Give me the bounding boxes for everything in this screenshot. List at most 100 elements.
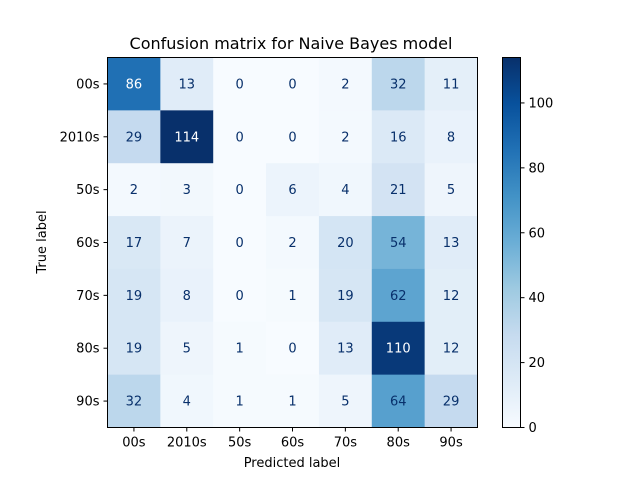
cell-value-label: 1 (236, 342, 244, 357)
x-tick-label: 70s (334, 436, 358, 451)
heatmap-cell (266, 57, 320, 111)
heatmap-cell (424, 374, 478, 428)
heatmap-cell (266, 374, 320, 428)
cell-value-label: 17 (126, 236, 143, 251)
colorbar (502, 57, 521, 428)
cell-value-label: 0 (288, 342, 296, 357)
y-tick-label: 50s (76, 183, 100, 198)
colorbar-tick-label: 0 (529, 421, 537, 436)
cell-value-label: 86 (126, 77, 143, 92)
heatmap-cell (213, 374, 267, 428)
heatmap-cell (213, 57, 267, 111)
heatmap-cell (266, 268, 320, 323)
cell-value-label: 12 (443, 289, 460, 304)
cell-value-label: 0 (236, 183, 244, 198)
cell-value-label: 114 (174, 130, 199, 145)
cell-value-label: 0 (288, 77, 296, 92)
y-tick-label: 2010s (60, 130, 100, 145)
cell-value-label: 2 (288, 236, 296, 251)
heatmap-cell (424, 110, 478, 164)
heatmap-cell (160, 110, 214, 164)
y-tick-label: 90s (76, 395, 100, 410)
cell-value-label: 32 (390, 77, 407, 92)
heatmap-cell (318, 110, 373, 164)
heatmap-cell (107, 321, 161, 376)
cell-value-label: 29 (443, 395, 460, 410)
cell-value-label: 32 (126, 395, 143, 410)
y-tick-label: 80s (76, 342, 100, 357)
cell-value-label: 2 (341, 130, 349, 145)
x-axis-label: Predicted label (244, 456, 341, 471)
cell-value-label: 19 (126, 342, 143, 357)
heatmap-cell (107, 57, 161, 111)
cell-value-label: 62 (390, 289, 407, 304)
colorbar-tick-label: 80 (529, 161, 546, 176)
cell-value-label: 1 (288, 395, 296, 410)
heatmap-cell (318, 374, 373, 428)
heatmap-cell (371, 374, 426, 428)
heatmap-cell (213, 110, 267, 164)
heatmap-cell (266, 216, 320, 270)
x-tick-label: 60s (281, 436, 305, 451)
heatmap-cell (371, 110, 426, 164)
cell-value-label: 2 (341, 77, 349, 92)
colorbar-tick-label: 100 (529, 96, 554, 111)
heatmap-cell (424, 216, 478, 270)
colorbar-tick-label: 60 (529, 226, 546, 241)
cell-value-label: 19 (337, 289, 354, 304)
heatmap-cell (107, 216, 161, 270)
heatmap-cell (318, 216, 373, 270)
cell-value-label: 4 (183, 395, 191, 410)
heatmap-cell (318, 163, 373, 217)
cell-value-label: 12 (443, 342, 460, 357)
heatmap-cell (371, 163, 426, 217)
heatmap-cell (424, 57, 478, 111)
cell-value-label: 19 (126, 289, 143, 304)
x-tick-label: 2010s (167, 436, 207, 451)
x-axis-ticks: 00s 2010s 50s 60s 70s 80s 90s (122, 427, 463, 451)
heatmap-cell (160, 216, 214, 270)
heatmap-cell (266, 163, 320, 217)
cell-value-label: 21 (390, 183, 407, 198)
heatmap-cell (371, 268, 426, 323)
heatmap-cell (160, 268, 214, 323)
y-axis-label: True label (35, 210, 50, 274)
y-tick-label: 00s (76, 77, 100, 92)
colorbar-tick-label: 20 (529, 356, 546, 371)
x-tick-label: 00s (122, 436, 146, 451)
y-tick-label: 60s (76, 236, 100, 251)
heatmap-cell (371, 321, 426, 376)
heatmap-cell (160, 163, 214, 217)
cell-value-label: 1 (236, 395, 244, 410)
chart-title: Confusion matrix for Naive Bayes model (130, 34, 453, 53)
heatmap-cell (424, 163, 478, 217)
cell-value-label: 0 (236, 77, 244, 92)
y-tick-label: 70s (76, 289, 100, 304)
heatmap-cell (160, 321, 214, 376)
heatmap-cell (213, 163, 267, 217)
heatmap-cell (266, 110, 320, 164)
cell-value-label: 8 (447, 130, 455, 145)
cell-value-label: 13 (443, 236, 460, 251)
cell-value-label: 3 (183, 183, 191, 198)
cell-value-label: 8 (183, 289, 191, 304)
cell-value-label: 54 (390, 236, 407, 251)
colorbar-tick-label: 40 (529, 291, 546, 306)
y-axis-ticks: 00s 2010s 50s 60s 70s 80s 90s (60, 77, 108, 410)
cell-value-label: 5 (183, 342, 191, 357)
heatmap-cell (424, 321, 478, 376)
heatmap-cell (371, 216, 426, 270)
x-tick-label: 80s (387, 436, 411, 451)
heatmap-cell (424, 268, 478, 323)
heatmap-cell (160, 374, 214, 428)
cell-value-label: 5 (447, 183, 455, 198)
x-tick-label: 50s (228, 436, 252, 451)
cell-value-label: 0 (236, 236, 244, 251)
cell-value-label: 0 (288, 130, 296, 145)
cell-value-label: 13 (179, 77, 196, 92)
cell-value-label: 29 (126, 130, 143, 145)
heatmap-cell (107, 268, 161, 323)
heatmap-cell (318, 321, 373, 376)
